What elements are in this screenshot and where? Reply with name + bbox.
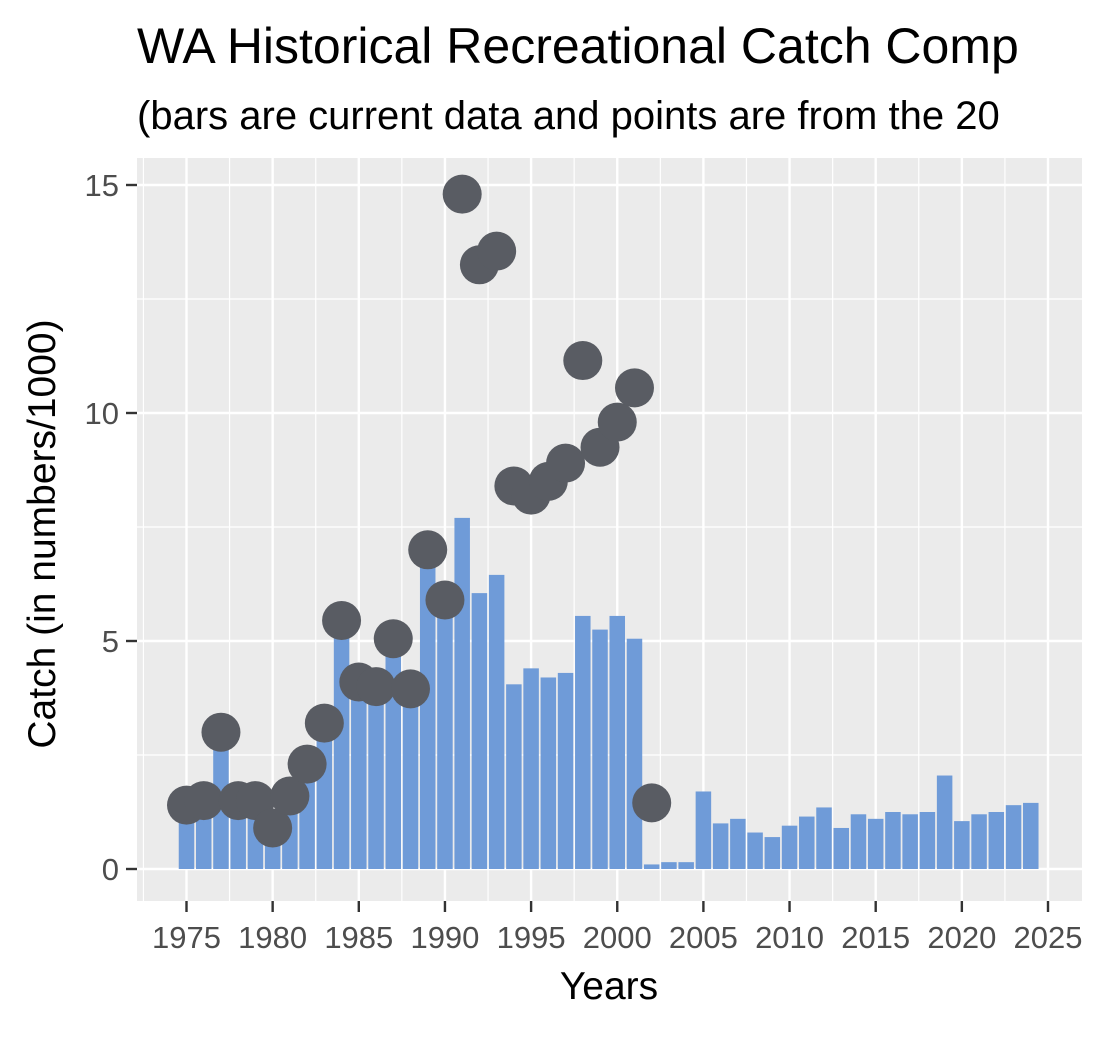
bar (971, 814, 987, 869)
x-axis-title: Years (560, 965, 658, 1008)
data-point (390, 669, 430, 709)
y-tick-label: 0 (102, 852, 119, 887)
x-tick-label: 1975 (152, 920, 221, 955)
bar (643, 864, 660, 869)
bar (351, 682, 367, 869)
x-tick-label: 2010 (755, 920, 824, 955)
data-point (322, 600, 362, 640)
data-point (408, 530, 448, 570)
bar (626, 638, 643, 869)
bar (592, 629, 608, 869)
bar (402, 686, 419, 869)
bar (557, 672, 574, 869)
bar (471, 593, 488, 869)
bar (919, 812, 936, 869)
bar (419, 549, 436, 869)
bar (454, 517, 470, 869)
data-point (425, 580, 465, 620)
bar (368, 686, 384, 869)
data-point (270, 776, 310, 816)
x-tick-label: 1985 (324, 920, 393, 955)
data-point (546, 443, 586, 483)
chart-title: WA Historical Recreational Catch Comp (137, 18, 1019, 74)
y-axis-title: Catch (in numbers/1000) (21, 319, 64, 748)
bar (695, 791, 712, 869)
data-point (356, 667, 396, 707)
bar (816, 807, 832, 869)
data-point (442, 174, 482, 214)
bar (747, 832, 763, 869)
point-series (167, 174, 672, 848)
axes: 0 5 10 15 1975 1980 1985 1990 1995 2000 2005 2010 20… (85, 168, 1083, 955)
bar (833, 827, 849, 869)
bar (575, 615, 591, 869)
bar (902, 814, 918, 869)
data-point (304, 703, 344, 743)
data-point (373, 619, 413, 659)
bar (609, 615, 626, 869)
bar (764, 837, 781, 869)
y-tick-label: 5 (102, 624, 119, 659)
bar (885, 812, 901, 869)
data-point (597, 402, 637, 442)
bar (506, 684, 522, 869)
bar (988, 812, 1005, 869)
data-point (563, 341, 603, 381)
bar (678, 862, 694, 869)
x-tick-label: 1980 (238, 920, 307, 955)
bar (488, 574, 505, 869)
data-point (184, 781, 224, 821)
bar (1023, 802, 1039, 869)
bar (954, 821, 970, 869)
bar (936, 775, 953, 869)
bar (316, 723, 333, 869)
x-tick-label: 2005 (669, 920, 738, 955)
chart-subtitle: (bars are current data and points are fr… (137, 94, 1000, 138)
bar (661, 862, 677, 869)
bar (540, 677, 557, 869)
bar (712, 823, 729, 869)
bar (523, 668, 539, 869)
data-point (253, 808, 293, 848)
data-point (632, 783, 672, 823)
y-tick-label: 10 (85, 396, 119, 431)
x-tick-label: 1995 (497, 920, 566, 955)
y-tick-label: 15 (85, 168, 119, 203)
x-tick-label: 2025 (1014, 920, 1083, 955)
bar (799, 816, 815, 869)
bar (850, 814, 867, 869)
bar (867, 818, 884, 869)
x-tick-label: 2000 (583, 920, 652, 955)
x-tick-label: 2020 (927, 920, 996, 955)
bar (437, 599, 453, 869)
bar (730, 818, 746, 869)
data-point (614, 368, 654, 408)
x-tick-label: 2015 (841, 920, 910, 955)
data-point (287, 744, 327, 784)
bar (1005, 805, 1022, 869)
x-tick-label: 1990 (410, 920, 479, 955)
bar (333, 622, 350, 869)
bar (781, 825, 798, 869)
data-point (201, 712, 241, 752)
data-point (477, 231, 517, 271)
